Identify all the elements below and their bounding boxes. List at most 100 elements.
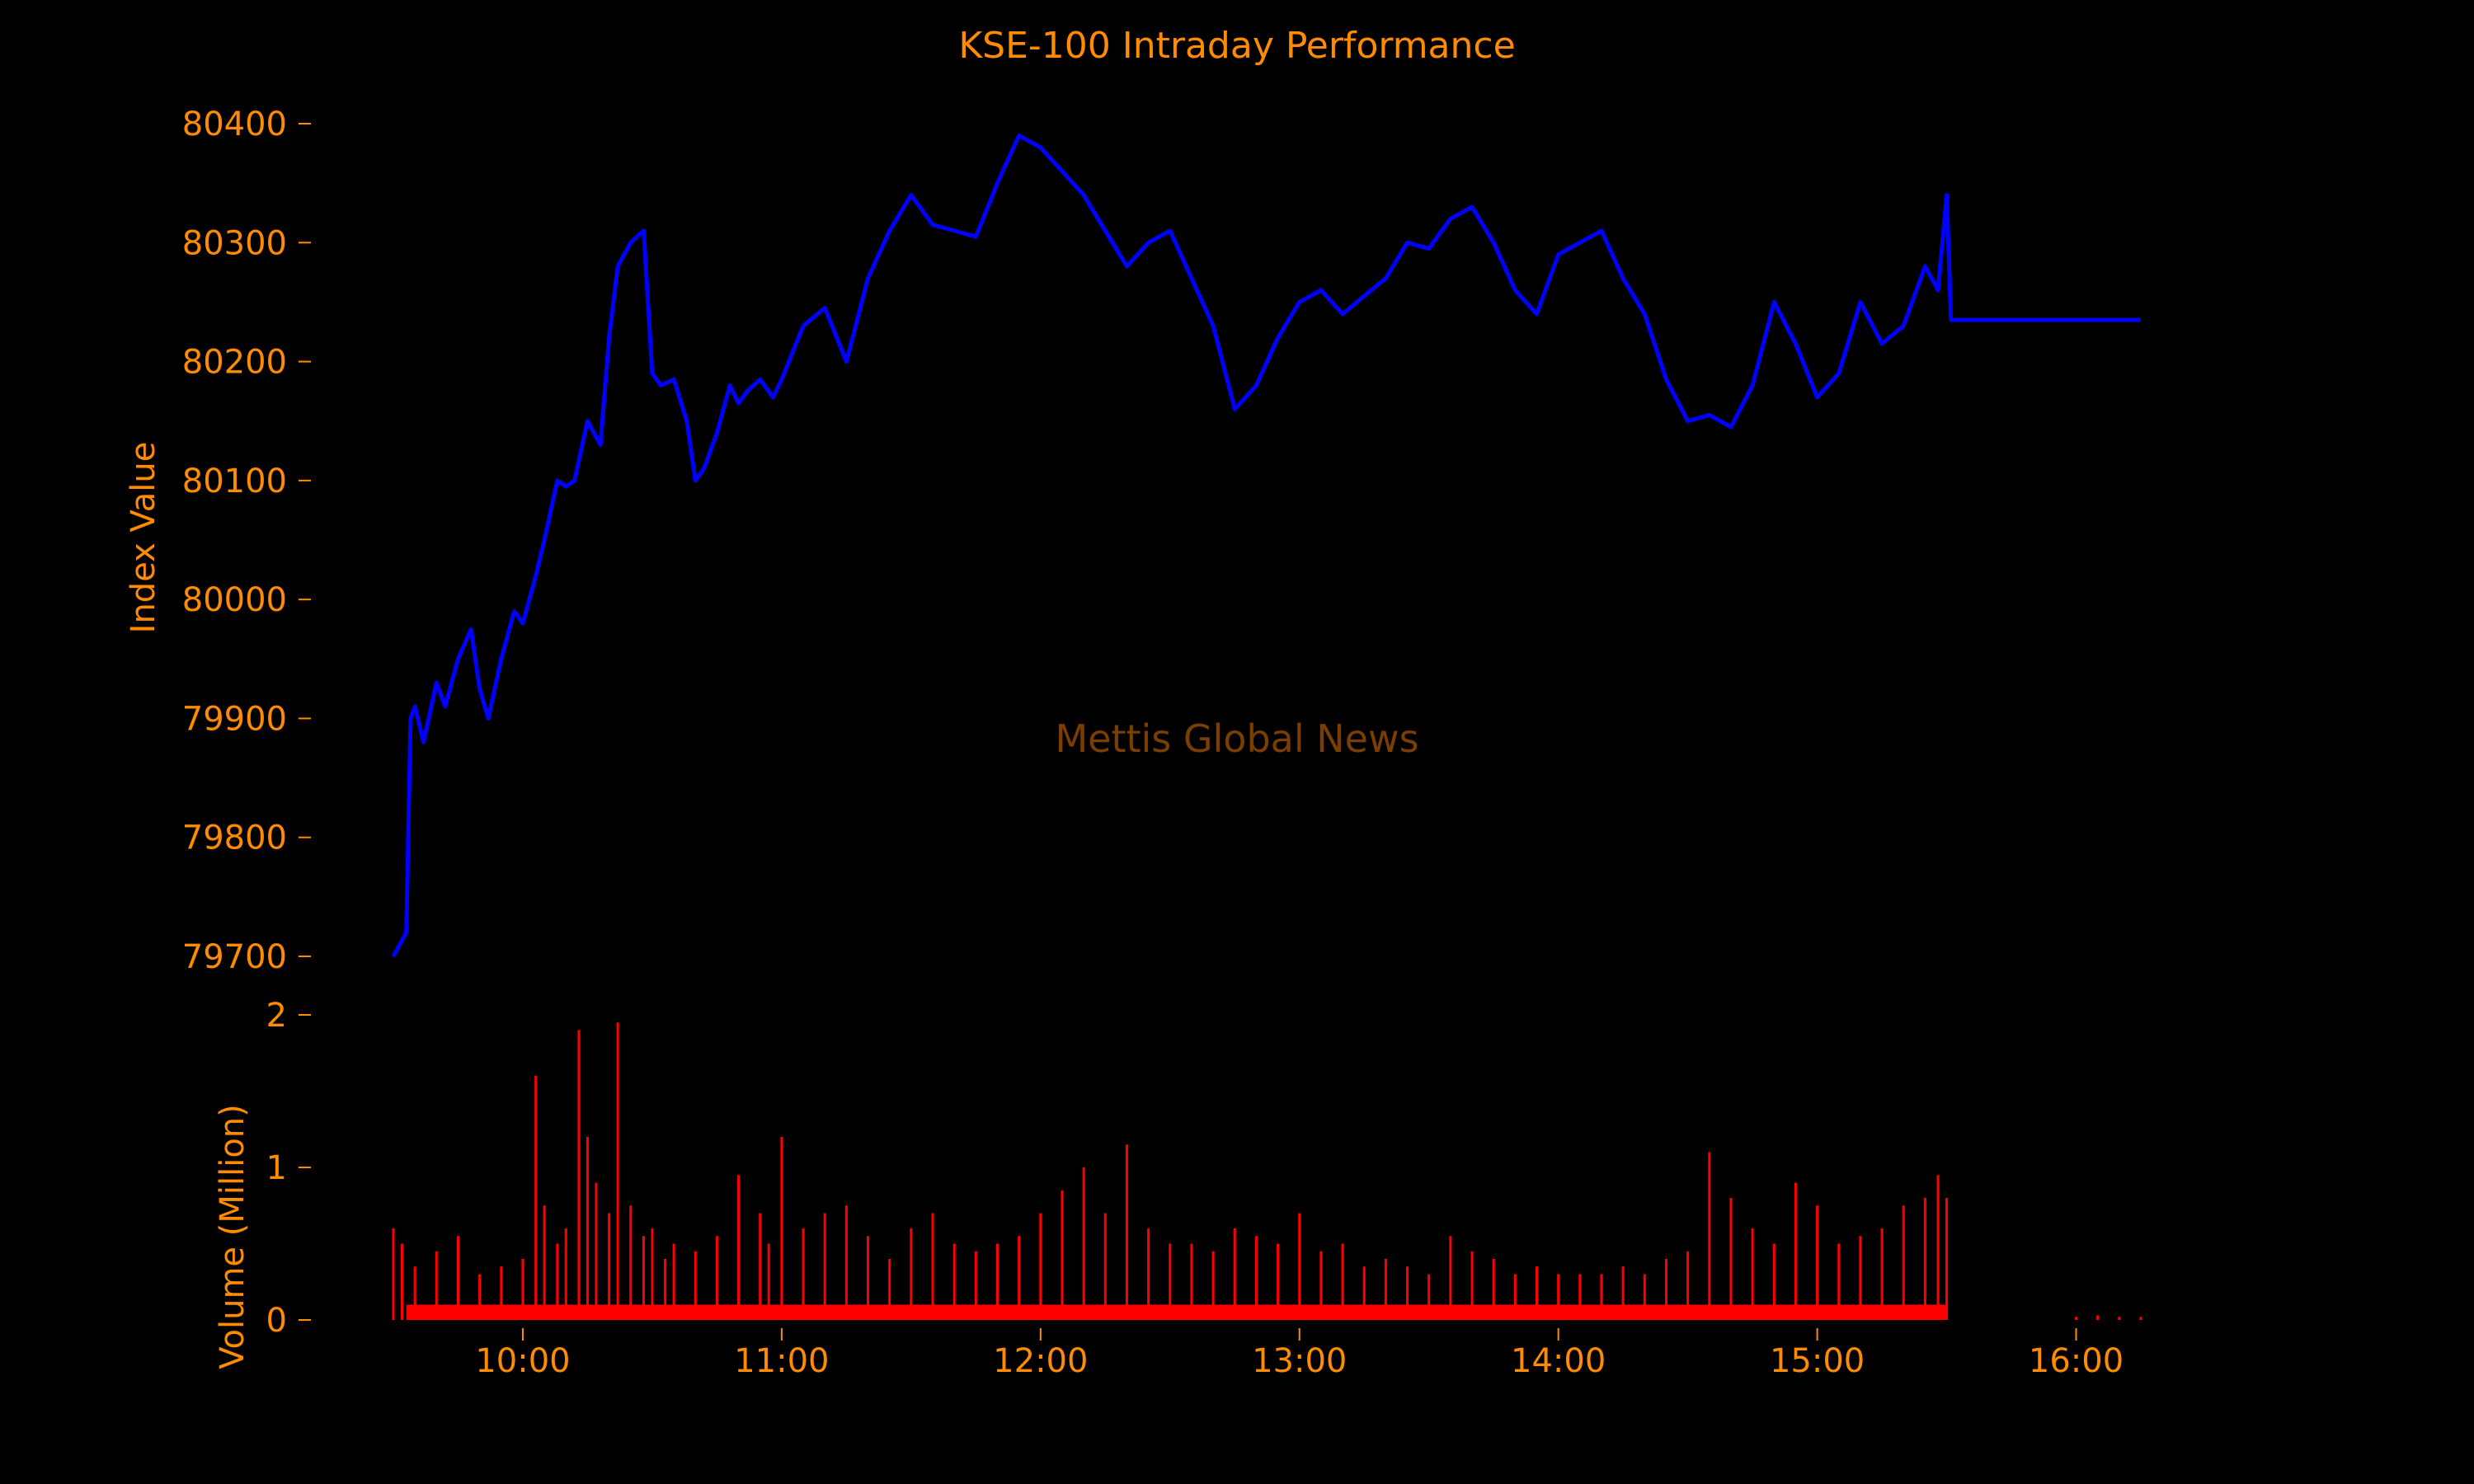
volume-bar	[1492, 1259, 1495, 1320]
volume-bar	[400, 1243, 403, 1320]
index-line-group	[391, 133, 2141, 958]
volume-bar	[974, 1251, 977, 1320]
volume-bar	[616, 1022, 619, 1320]
volume-bar	[1945, 1198, 1949, 1320]
volume-bar	[642, 1236, 645, 1320]
volume-bar	[1578, 1274, 1582, 1320]
volume-bar	[1233, 1228, 1236, 1320]
index-y-tick-label: 79900	[182, 700, 287, 738]
volume-y-tick-label: 0	[266, 1302, 287, 1340]
volume-bar	[1061, 1190, 1064, 1320]
volume-bar	[1103, 1213, 1107, 1320]
volume-bar	[534, 1076, 538, 1320]
x-tick-label: 13:00	[1252, 1342, 1347, 1380]
volume-bar	[694, 1251, 697, 1320]
volume-bar	[1082, 1167, 1085, 1320]
volume-bar	[737, 1175, 741, 1320]
axes-group: 79700 79800 79900 80000 80100 80200 80300 80400…	[182, 106, 2124, 1380]
volume-y-tick-label: 2	[266, 997, 287, 1035]
volume-y-tick-label: 1	[266, 1149, 287, 1187]
volume-bar	[1427, 1274, 1431, 1320]
volume-bar	[1772, 1243, 1776, 1320]
volume-bar	[1536, 1266, 1539, 1320]
index-y-axis-label: Index Value	[125, 442, 162, 634]
volume-bar	[1319, 1251, 1323, 1320]
volume-bar	[543, 1205, 546, 1320]
volume-bar	[1211, 1251, 1215, 1320]
volume-bar	[1125, 1144, 1128, 1320]
volume-bar	[1923, 1198, 1926, 1320]
volume-bar	[664, 1259, 667, 1320]
index-line	[391, 133, 2141, 958]
volume-bar	[595, 1182, 598, 1320]
x-tick-label: 12:00	[993, 1342, 1088, 1380]
volume-bar	[586, 1137, 589, 1320]
volume-bar	[608, 1213, 611, 1320]
volume-bar	[1664, 1259, 1667, 1320]
index-y-tick-label: 79700	[182, 938, 287, 976]
volume-bar	[1298, 1213, 1301, 1320]
volume-bar	[931, 1213, 934, 1320]
index-y-tick-label: 80400	[182, 106, 287, 143]
volume-bar	[577, 1030, 581, 1320]
volume-bar	[802, 1228, 805, 1320]
volume-bar	[1341, 1243, 1344, 1320]
volume-bar	[1406, 1266, 1409, 1320]
volume-bar	[435, 1251, 438, 1320]
volume-bar	[392, 1228, 395, 1320]
volume-bar	[1600, 1274, 1603, 1320]
volume-bar	[413, 1266, 416, 1320]
volume-bar	[651, 1228, 654, 1320]
volume-bar	[823, 1213, 826, 1320]
volume-bar	[1794, 1182, 1797, 1320]
volume-bar	[1277, 1243, 1280, 1320]
volume-bar	[1686, 1251, 1690, 1320]
index-y-tick-label: 80200	[182, 344, 287, 382]
volume-bar	[780, 1137, 783, 1320]
volume-bar	[1513, 1274, 1517, 1320]
volume-bar	[1729, 1198, 1733, 1320]
volume-bar	[500, 1266, 503, 1320]
volume-bar	[1816, 1205, 1819, 1320]
volume-bar	[1936, 1175, 1940, 1320]
volume-bars-group	[392, 1022, 2142, 1320]
volume-bar	[995, 1243, 999, 1320]
volume-bar	[1384, 1259, 1387, 1320]
volume-bar	[1557, 1274, 1560, 1320]
volume-bar	[672, 1243, 675, 1320]
volume-bar	[1362, 1266, 1366, 1320]
volume-bar	[456, 1236, 459, 1320]
volume-bar	[1449, 1236, 1452, 1320]
volume-bar	[1643, 1274, 1646, 1320]
index-y-tick-label: 80100	[182, 463, 287, 500]
volume-bar	[1018, 1236, 1021, 1320]
volume-bar	[1190, 1243, 1193, 1320]
index-y-tick-label: 80000	[182, 581, 287, 619]
volume-baseline-band	[406, 1304, 1947, 1320]
volume-bar	[2075, 1317, 2078, 1320]
volume-bar	[556, 1243, 559, 1320]
volume-bar	[1902, 1205, 1905, 1320]
volume-bar	[910, 1228, 913, 1320]
volume-bar	[2096, 1315, 2100, 1320]
volume-bar	[888, 1259, 891, 1320]
index-y-tick-label: 80300	[182, 224, 287, 262]
volume-bar	[715, 1236, 718, 1320]
volume-bar	[1039, 1213, 1042, 1320]
volume-bar	[867, 1236, 870, 1320]
volume-bar	[1837, 1243, 1841, 1320]
volume-bar	[844, 1205, 848, 1320]
volume-bar	[2139, 1317, 2142, 1320]
volume-bar	[1470, 1251, 1474, 1320]
volume-bar	[1254, 1236, 1258, 1320]
volume-bar	[759, 1213, 762, 1320]
volume-bar	[478, 1274, 482, 1320]
index-y-tick-label: 79800	[182, 819, 287, 857]
volume-bar	[1859, 1236, 1862, 1320]
volume-bar	[2118, 1317, 2121, 1320]
volume-bar	[629, 1205, 633, 1320]
volume-bar	[1147, 1228, 1150, 1320]
x-tick-label: 10:00	[475, 1342, 570, 1380]
x-tick-label: 16:00	[2029, 1342, 2124, 1380]
